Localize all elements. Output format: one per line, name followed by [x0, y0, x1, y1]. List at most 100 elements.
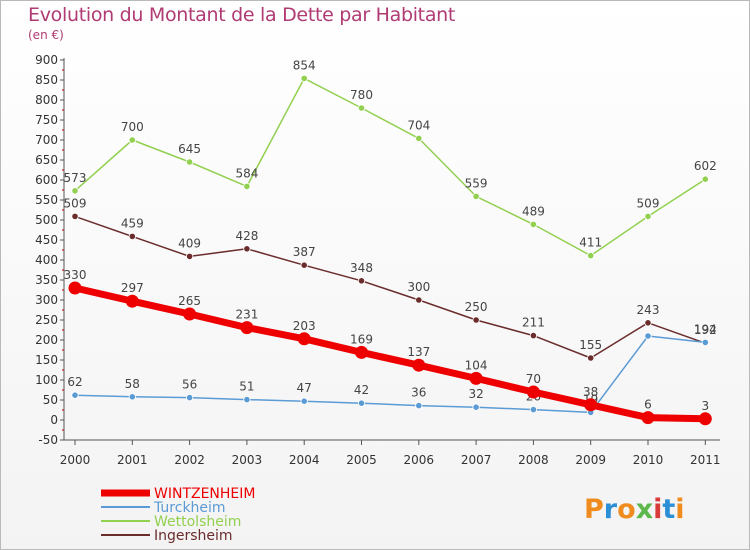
legend-label: Wettolsheim	[154, 514, 241, 530]
data-label: 409	[178, 236, 201, 250]
logo-letter: t	[662, 494, 675, 525]
data-label: 6	[644, 398, 652, 412]
data-point	[415, 296, 423, 304]
x-tick-label: 2000	[60, 453, 91, 467]
y-tick-label: 700	[35, 133, 58, 147]
data-label: 243	[637, 303, 660, 317]
data-label: 297	[121, 281, 144, 295]
data-label: 559	[465, 176, 488, 190]
data-label: 780	[350, 88, 373, 102]
data-label: 38	[583, 385, 598, 399]
data-point	[529, 405, 538, 414]
data-label: 192	[694, 323, 717, 337]
data-label: 203	[293, 319, 316, 333]
series-line	[74, 335, 707, 414]
data-point	[128, 393, 136, 401]
data-point	[186, 393, 194, 402]
data-point	[644, 212, 652, 220]
data-label: 428	[235, 229, 258, 243]
x-tick-label: 2003	[232, 453, 263, 467]
logo-letter: i	[675, 494, 684, 525]
data-label: 211	[522, 316, 545, 330]
data-point	[357, 277, 366, 285]
data-point	[472, 192, 480, 200]
data-label: 169	[350, 332, 373, 346]
data-point	[186, 252, 194, 260]
data-point	[701, 175, 709, 183]
data-label: 51	[239, 380, 254, 394]
data-label: 645	[178, 142, 201, 156]
chart-title: Evolution du Montant de la Dette par Hab…	[28, 4, 456, 26]
y-tick-label: 500	[35, 213, 58, 227]
data-point	[183, 307, 197, 321]
data-label: 387	[293, 245, 316, 259]
x-tick-label: 2002	[174, 453, 205, 467]
logo-letter: r	[604, 494, 618, 525]
data-label: 104	[465, 358, 488, 372]
data-label: 155	[579, 338, 602, 352]
y-tick-label: 250	[35, 313, 58, 327]
data-label: 70	[526, 372, 541, 386]
data-point	[587, 252, 595, 260]
data-label: 250	[465, 300, 488, 314]
proxiti-logo: Proxiti	[584, 494, 685, 525]
data-point	[68, 281, 82, 295]
data-label: 489	[522, 204, 545, 218]
data-point	[125, 294, 139, 308]
logo-letter: x	[636, 494, 653, 525]
data-point	[300, 261, 308, 269]
y-tick-label: 350	[35, 273, 58, 287]
y-tick-label: 900	[35, 53, 58, 67]
data-point	[355, 345, 368, 359]
data-label: 573	[64, 171, 87, 185]
data-point	[415, 134, 423, 142]
data-point	[243, 395, 251, 404]
logo-letter: P	[584, 494, 604, 525]
y-tick-label: 100	[35, 373, 58, 387]
data-label: 56	[182, 378, 197, 392]
x-tick-label: 2006	[404, 453, 435, 467]
data-point	[644, 332, 652, 340]
data-point	[701, 338, 709, 346]
y-tick-label: 150	[35, 353, 58, 367]
data-point	[357, 399, 366, 407]
data-label: 584	[235, 166, 258, 180]
y-tick-label: -50	[38, 433, 58, 447]
data-label: 58	[125, 377, 140, 391]
legend-label: WINTZENHEIM	[154, 486, 256, 502]
data-point	[71, 187, 79, 195]
data-point	[529, 220, 538, 228]
y-tick-label: 650	[35, 153, 58, 167]
x-tick-label: 2008	[518, 453, 549, 467]
data-point	[128, 136, 136, 144]
data-point	[240, 321, 254, 335]
data-label: 3	[701, 399, 709, 413]
data-label: 348	[350, 261, 373, 275]
y-tick-label: 850	[35, 73, 58, 87]
data-point	[186, 158, 194, 166]
y-tick-label: 0	[50, 413, 58, 427]
x-tick-label: 2010	[633, 453, 664, 467]
x-tick-label: 2009	[575, 453, 606, 467]
data-label: 602	[694, 159, 717, 173]
y-tick-label: 600	[35, 173, 58, 187]
data-point	[128, 232, 136, 240]
data-label: 47	[297, 381, 312, 395]
data-label: 36	[411, 386, 426, 400]
data-label: 854	[293, 58, 316, 72]
data-point	[243, 245, 251, 253]
data-label: 330	[64, 268, 87, 282]
data-label: 62	[67, 375, 82, 389]
data-label-overlap: 194	[694, 322, 717, 336]
data-point	[641, 411, 655, 425]
series-ingersheim: 509 459 409 428 387 348 300 250 211 155 243 192	[64, 196, 717, 362]
data-point	[472, 316, 480, 324]
data-point	[584, 398, 598, 412]
data-point	[300, 397, 308, 405]
data-label: 700	[121, 120, 144, 134]
y-tick-label: 550	[35, 193, 58, 207]
legend-label: Ingersheim	[154, 528, 233, 544]
data-label: 231	[235, 308, 258, 322]
logo-letter: o	[617, 494, 636, 525]
